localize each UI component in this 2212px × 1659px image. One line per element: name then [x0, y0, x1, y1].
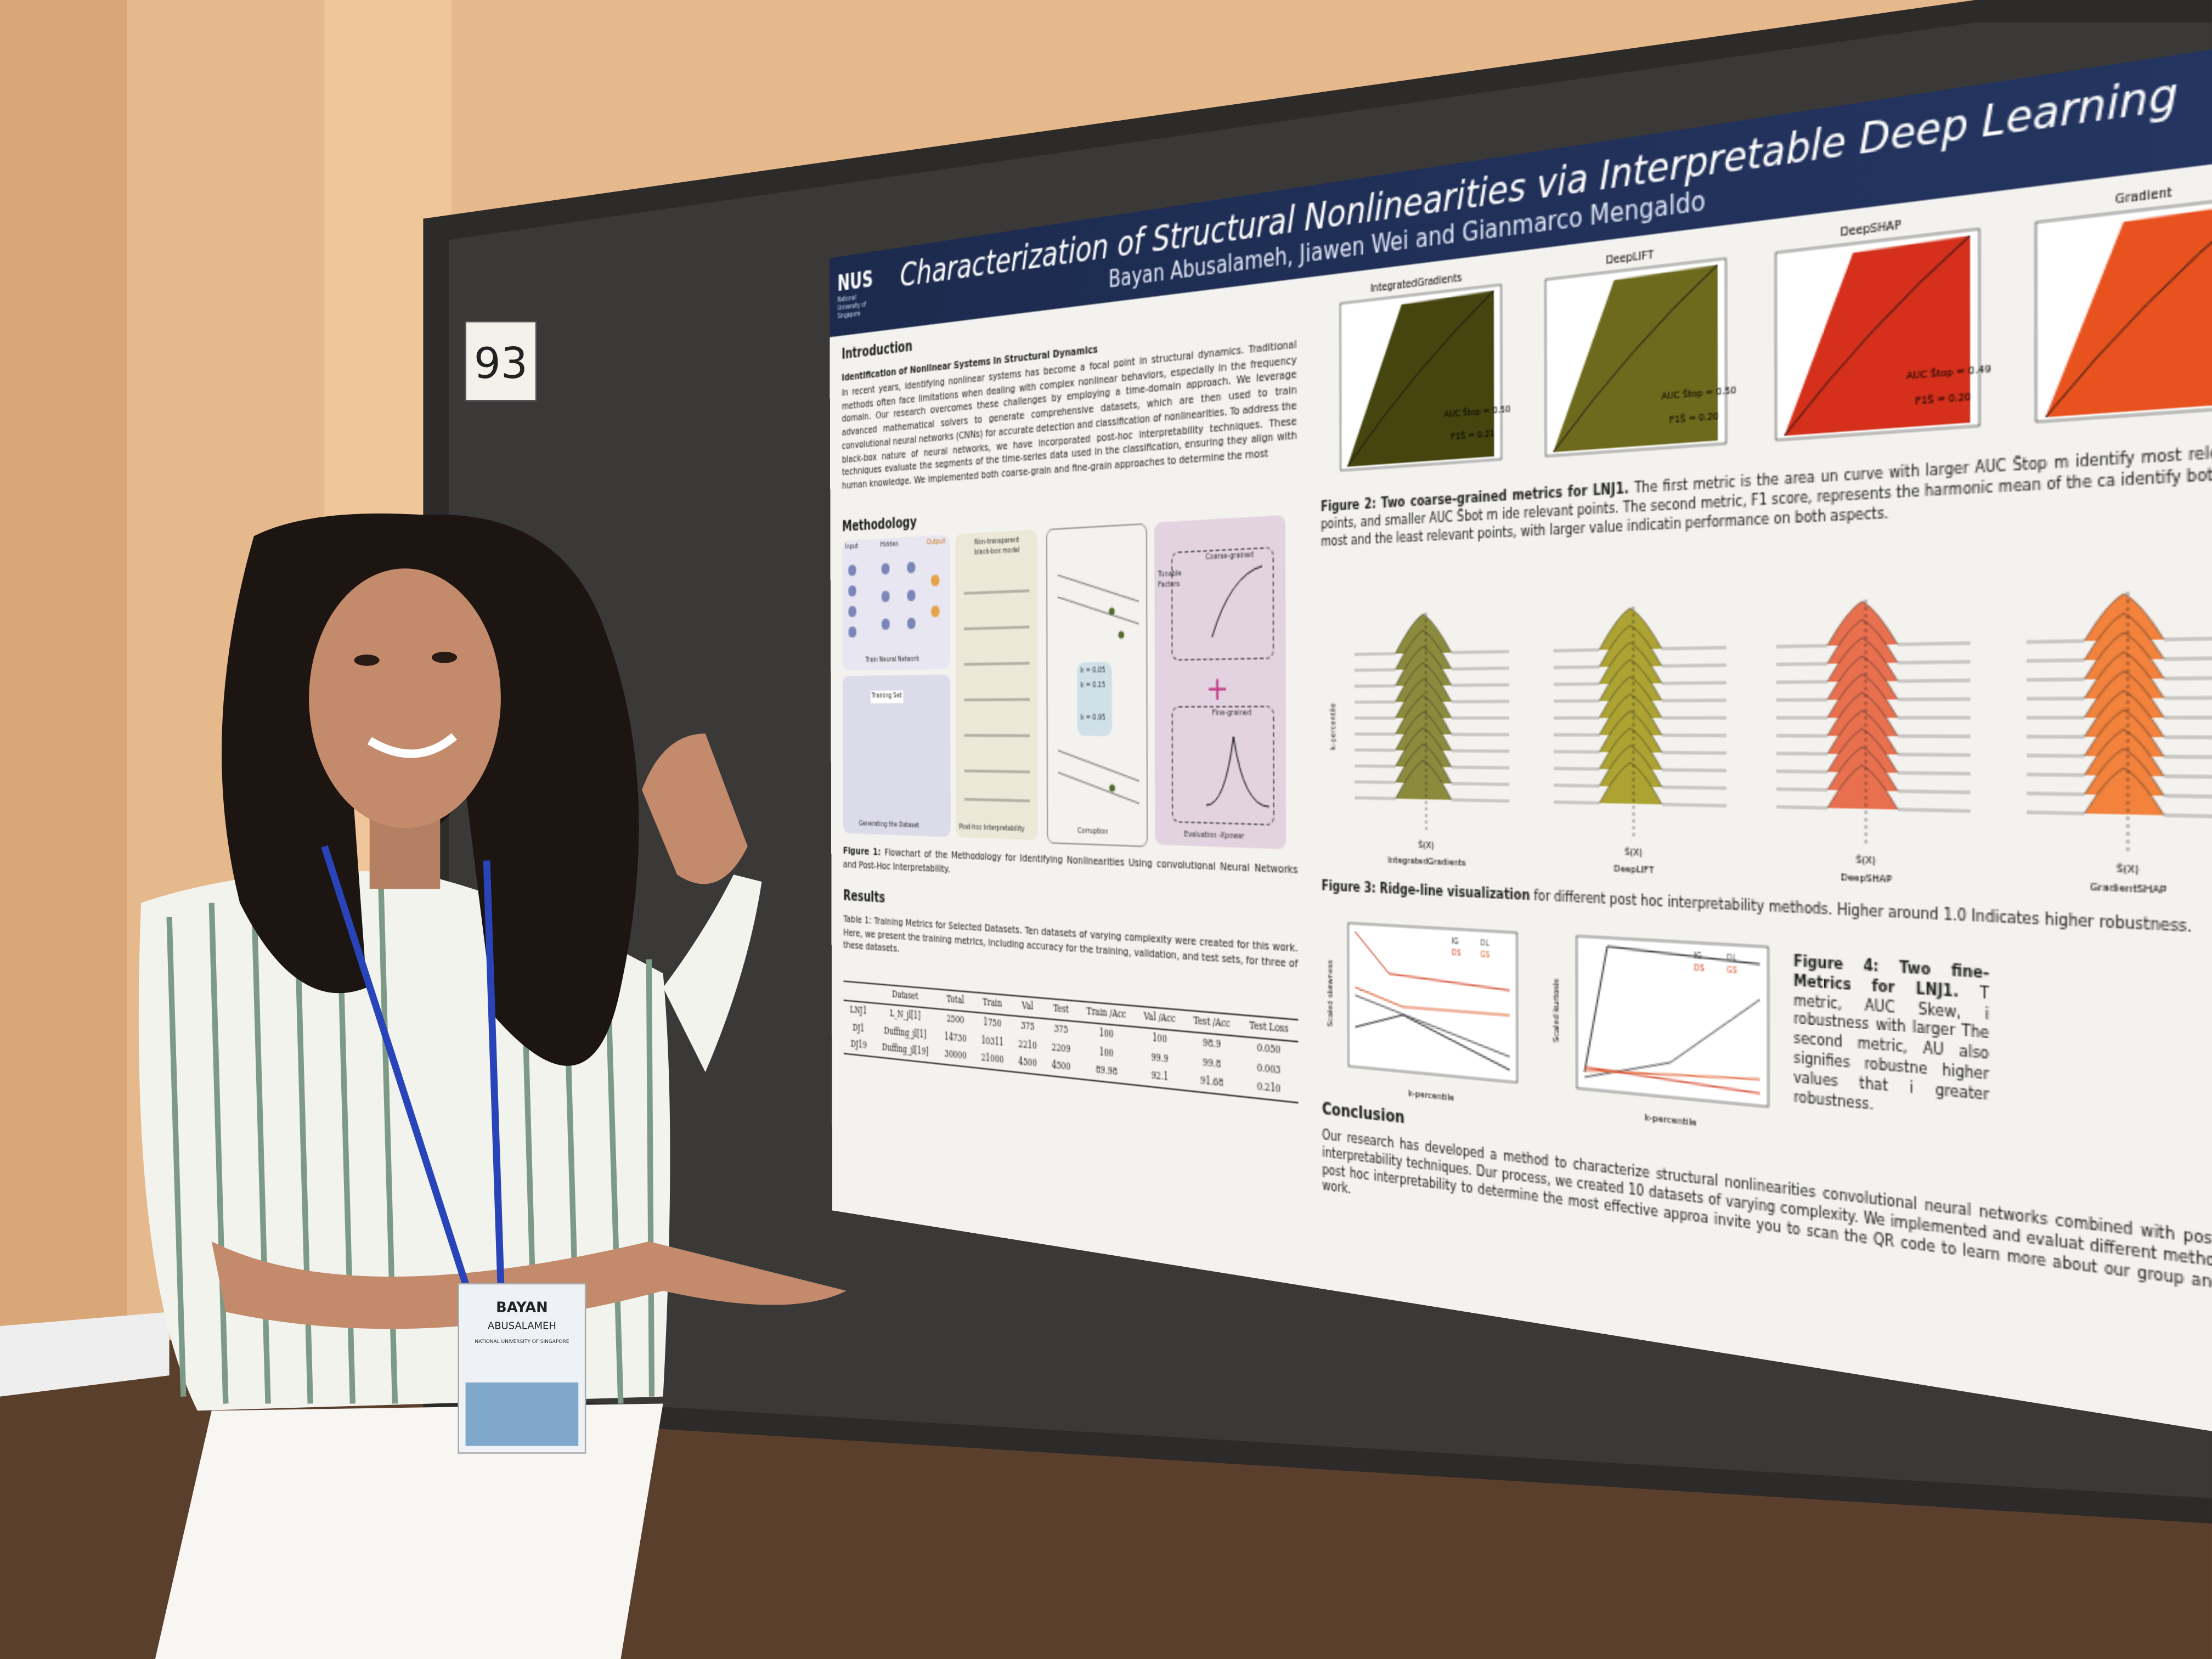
badge-image — [465, 1382, 579, 1446]
axis-label: Ŝ(X) — [1418, 840, 1435, 851]
badge-affiliation: NATIONAL UNIVERSITY OF SINGAPORE — [475, 1339, 569, 1345]
figure-2: IntegratedGradients AUC S̃top = 0.50 F1S̃ … — [830, 40, 2212, 258]
plot-title: DeepSHAP — [1841, 872, 1892, 885]
plot-title: GradientSHAP — [2090, 881, 2167, 896]
board-number-card — [465, 320, 537, 402]
axis-label: Scaled kurtosis — [1553, 979, 1561, 1043]
legend-entry: IG — [1694, 952, 1702, 962]
face — [309, 568, 501, 828]
diagram-art — [848, 561, 1308, 862]
ridge-plot: Ŝ(X)IntegratedGradients — [1341, 601, 1532, 868]
lanyard — [321, 845, 505, 1285]
legend-entry: GS — [1481, 951, 1490, 960]
figure-4: Scaled skewness k-percentile IG DL DS GS Scale… — [830, 40, 2212, 1128]
baseboard — [0, 1312, 170, 1397]
axis-label: Ŝ(X) — [1624, 847, 1643, 858]
badge-last-name: ABUSALAMEH — [488, 1320, 556, 1331]
axis-label: Ŝ(X) — [2117, 862, 2140, 876]
legend-entry: DS — [1694, 964, 1705, 974]
raised-arm — [663, 874, 762, 1073]
poster: NUS National University of Singapore Cha… — [829, 39, 2212, 1442]
plot-title: DeepLIFT — [1613, 863, 1654, 876]
legend-entry: IG — [1452, 938, 1459, 947]
eye — [431, 651, 458, 663]
ridge-plot: Ŝ(X) DeepSHAP — [1759, 586, 1999, 885]
axis-label: Scaled skewness — [1327, 960, 1335, 1026]
legend-entry: DS — [1452, 950, 1461, 958]
legend-entry: DL — [1481, 940, 1489, 949]
board-number: 93 — [474, 339, 528, 388]
legend-entry: DL — [1726, 954, 1736, 963]
badge-first-name: BAYAN — [496, 1299, 548, 1316]
pants — [155, 1403, 663, 1659]
coarse-plot: Gradient — [2007, 186, 2212, 452]
axis-label: Ŝ(X) — [1856, 854, 1876, 867]
eye — [354, 654, 380, 666]
legend-entry: GS — [1726, 967, 1737, 976]
raised-hand — [641, 733, 748, 884]
ridge-plot: Ŝ(X) GradientSHAP — [2008, 577, 2212, 896]
figure-3: k-percentile Ŝ(X) IntegratedGradients Ŝ(X) D… — [830, 40, 2212, 896]
smile — [367, 733, 457, 758]
ridge-plot: Ŝ(X) DeepLIFT — [1538, 594, 1751, 876]
